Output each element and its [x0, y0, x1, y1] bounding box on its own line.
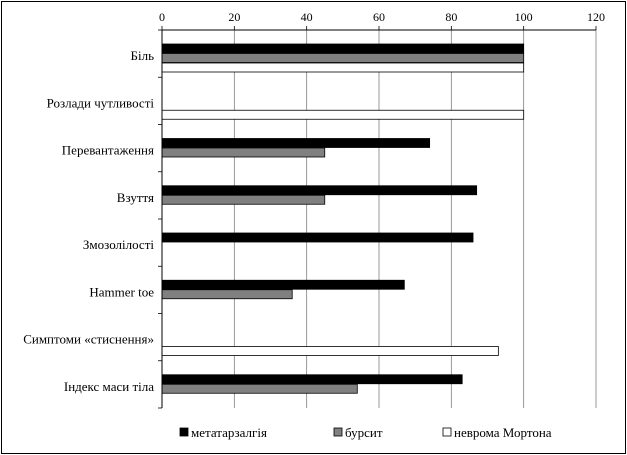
bar-2 [161, 383, 358, 394]
legend-label: бурсит [345, 425, 383, 440]
bar-1 [161, 279, 405, 290]
category-label: Індекс маси тіла [64, 379, 154, 394]
category-label: Розлади чутливості [47, 95, 155, 110]
x-tick-label: 80 [445, 10, 457, 24]
legend-swatch [442, 427, 452, 437]
category-labels: Біль Розлади чутливості Перевантаження Взут… [23, 48, 154, 394]
bar-2 [161, 53, 525, 63]
bar-2 [161, 289, 293, 300]
category-label: Hammer toe [89, 284, 154, 299]
bar-1 [161, 232, 474, 243]
category-label: Змозолілості [83, 237, 154, 252]
legend-label: метатарзалгія [191, 425, 267, 440]
bar-2 [161, 147, 326, 158]
gridlines [233, 30, 597, 408]
legend-swatch [179, 427, 189, 437]
legend-swatch [333, 427, 343, 437]
bar-3 [161, 346, 499, 356]
x-tick-label: 120 [587, 10, 605, 24]
bar-1 [161, 185, 478, 196]
bar-1 [161, 138, 431, 148]
bar-1 [161, 43, 525, 54]
category-label: Біль [131, 48, 155, 63]
x-tick-label: 40 [301, 10, 313, 24]
category-label: Симптоми «стиснення» [23, 332, 154, 347]
bar-1 [161, 374, 463, 385]
category-label: Перевантаження [62, 143, 154, 158]
legend-label: неврома Мортона [454, 425, 552, 440]
x-tick-label: 60 [373, 10, 385, 24]
x-tick-label: 0 [159, 10, 165, 24]
x-tick-label: 100 [515, 10, 533, 24]
legend: метатарзалгія бурсит неврома Мортона [179, 425, 552, 440]
category-label: Взуття [117, 190, 154, 205]
x-tick-labels: 0 20 40 60 80 100 120 [159, 10, 605, 24]
bar-3 [161, 62, 525, 73]
bar-3 [161, 109, 525, 120]
bar-2 [161, 194, 326, 205]
axes [158, 26, 597, 409]
x-tick-label: 20 [228, 10, 240, 24]
